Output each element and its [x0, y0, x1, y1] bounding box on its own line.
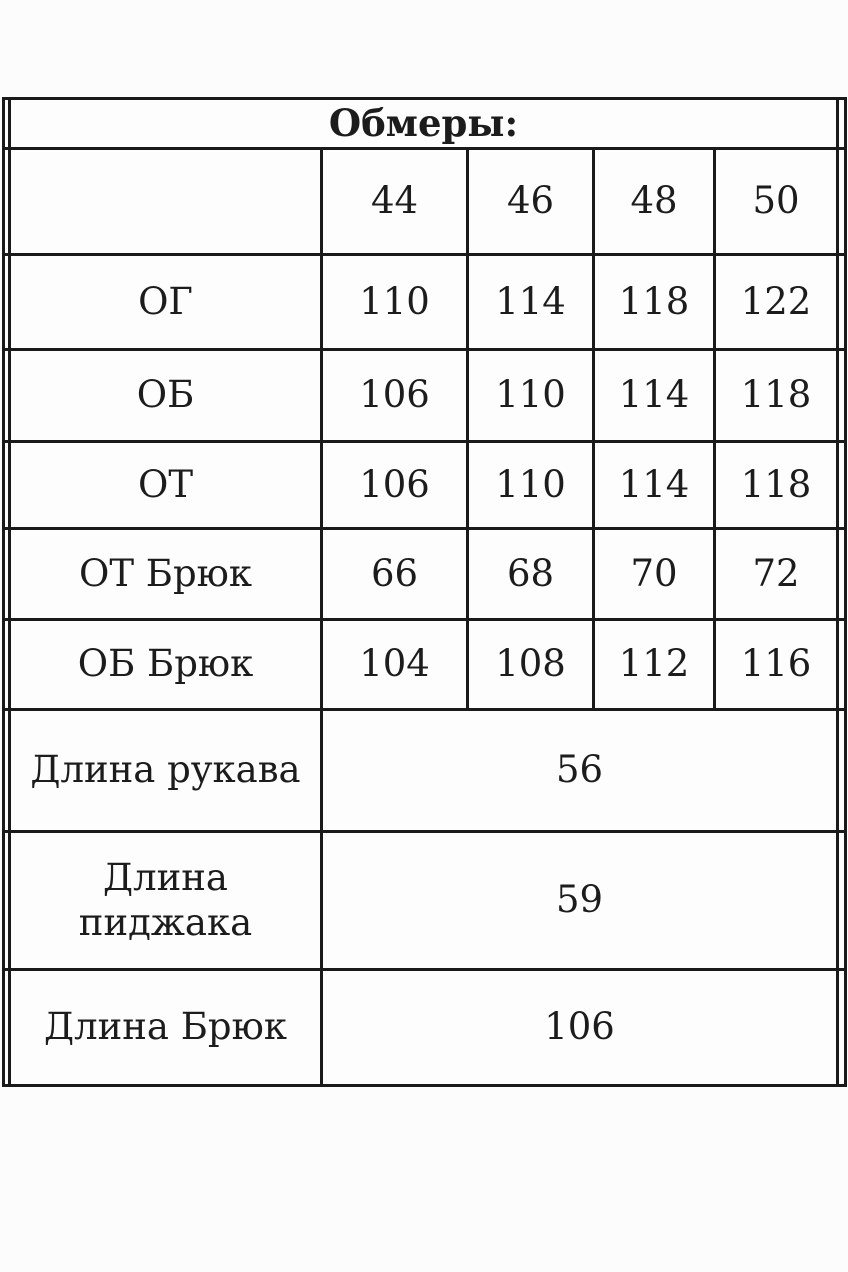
- value-ot-bryuk-50: 72: [713, 527, 839, 621]
- cutoff-edge-cell: [836, 147, 847, 256]
- cutoff-edge-cell: [836, 253, 847, 351]
- value-og-48: 118: [592, 253, 716, 351]
- cutoff-edge-cell: [2, 348, 11, 443]
- cutoff-edge-cell: [2, 618, 11, 711]
- row-label-jacket-length: Длина пиджака: [8, 830, 323, 971]
- table-row-og: ОГ 110 114 118 122: [2, 253, 847, 351]
- label-column-header-empty: [8, 147, 323, 256]
- row-label-ob-bryuk: ОБ Брюк: [8, 618, 323, 711]
- value-ob-bryuk-46: 108: [466, 618, 595, 711]
- row-label-ob: ОБ: [8, 348, 323, 443]
- value-ob-46: 110: [466, 348, 595, 443]
- table-row-trousers-length: Длина Брюк 106: [2, 968, 847, 1087]
- row-label-sleeve-length: Длина рукава: [8, 708, 323, 833]
- size-col-header-50: 50: [713, 147, 839, 256]
- value-trousers-length: 106: [320, 968, 839, 1087]
- table-row-ot: ОТ 106 110 114 118: [2, 440, 847, 530]
- cutoff-edge-cell: [836, 708, 847, 833]
- value-ob-bryuk-50: 116: [713, 618, 839, 711]
- cutoff-edge-cell: [2, 97, 11, 150]
- value-ot-46: 110: [466, 440, 595, 530]
- value-og-46: 114: [466, 253, 595, 351]
- value-ob-48: 114: [592, 348, 716, 443]
- cutoff-edge-cell: [2, 968, 11, 1087]
- table-row-ob: ОБ 106 110 114 118: [2, 348, 847, 443]
- cutoff-edge-cell: [836, 830, 847, 971]
- value-ot-44: 106: [320, 440, 469, 530]
- table-row-jacket-length: Длина пиджака 59: [2, 830, 847, 971]
- cutoff-edge-cell: [2, 440, 11, 530]
- table-row-ob-bryuk: ОБ Брюк 104 108 112 116: [2, 618, 847, 711]
- cutoff-edge-cell: [2, 527, 11, 621]
- value-og-44: 110: [320, 253, 469, 351]
- size-col-header-46: 46: [466, 147, 595, 256]
- size-col-header-44: 44: [320, 147, 469, 256]
- table-row-ot-bryuk: ОТ Брюк 66 68 70 72: [2, 527, 847, 621]
- table-row-sleeve-length: Длина рукава 56: [2, 708, 847, 833]
- cutoff-edge-cell: [836, 968, 847, 1087]
- cutoff-edge-cell: [2, 147, 11, 256]
- row-label-trousers-length: Длина Брюк: [8, 968, 323, 1087]
- value-ob-bryuk-48: 112: [592, 618, 716, 711]
- value-jacket-length: 59: [320, 830, 839, 971]
- value-ot-bryuk-44: 66: [320, 527, 469, 621]
- table-title: Обмеры:: [8, 97, 839, 150]
- cutoff-edge-cell: [836, 97, 847, 150]
- row-label-og: ОГ: [8, 253, 323, 351]
- value-ob-bryuk-44: 104: [320, 618, 469, 711]
- value-ob-44: 106: [320, 348, 469, 443]
- row-label-ot: ОТ: [8, 440, 323, 530]
- value-og-50: 122: [713, 253, 839, 351]
- cutoff-edge-cell: [2, 830, 11, 971]
- value-ot-48: 114: [592, 440, 716, 530]
- value-ot-50: 118: [713, 440, 839, 530]
- size-chart-table: Обмеры: 44 46 48 50 ОГ 110 114 118 122 О…: [2, 97, 847, 1087]
- cutoff-edge-cell: [2, 708, 11, 833]
- cutoff-edge-cell: [836, 618, 847, 711]
- value-sleeve-length: 56: [320, 708, 839, 833]
- cutoff-edge-cell: [836, 440, 847, 530]
- value-ot-bryuk-48: 70: [592, 527, 716, 621]
- cutoff-edge-cell: [836, 527, 847, 621]
- row-label-ot-bryuk: ОТ Брюк: [8, 527, 323, 621]
- cutoff-edge-cell: [836, 348, 847, 443]
- value-ob-50: 118: [713, 348, 839, 443]
- size-col-header-48: 48: [592, 147, 716, 256]
- table-title-row: Обмеры:: [2, 97, 847, 150]
- cutoff-edge-cell: [2, 253, 11, 351]
- size-header-row: 44 46 48 50: [2, 147, 847, 256]
- value-ot-bryuk-46: 68: [466, 527, 595, 621]
